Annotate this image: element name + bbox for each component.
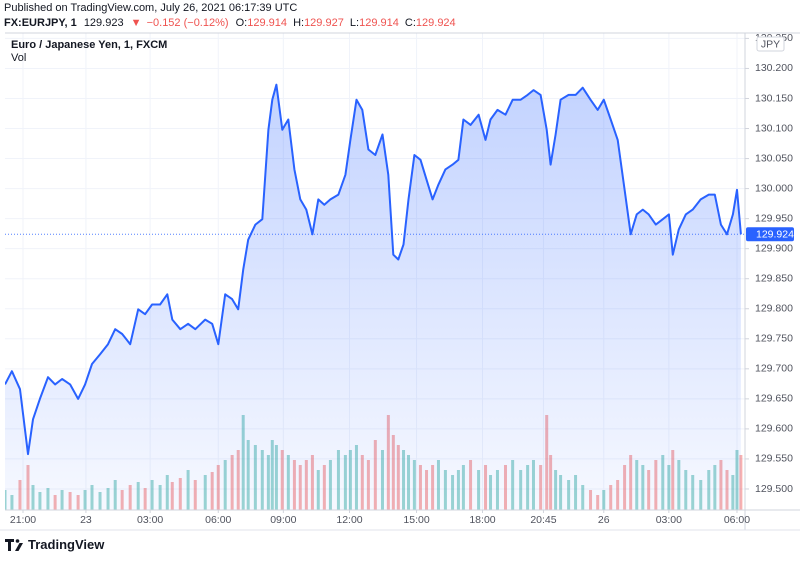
open-value: 129.914	[247, 17, 287, 29]
brand: TradingView	[28, 537, 105, 552]
y-tick-label: 130.000	[755, 182, 793, 194]
y-tick-label: 129.850	[755, 272, 793, 284]
price-line	[5, 83, 742, 456]
y-tick-label: 129.700	[755, 363, 793, 375]
axes: 129.500 129.550 129.600 129.650 129.700 129.7…	[5, 32, 794, 526]
x-tick-label: 09:00	[270, 514, 296, 526]
y-tick-label: 130.200	[755, 62, 793, 74]
change-arrow: ▼	[131, 17, 142, 29]
y-tick-label: 130.100	[755, 122, 793, 134]
last-price-label: 129.924	[756, 229, 794, 241]
last-price: 129.923	[84, 17, 124, 29]
price-pane	[5, 83, 742, 510]
y-tick-label: 129.950	[755, 212, 793, 224]
x-tick-label: 18:00	[469, 514, 495, 526]
y-tick-label: 129.900	[755, 242, 793, 254]
low-value: 129.914	[359, 17, 399, 29]
symbol-line: FX:EURJPY, 1 129.923 ▼ −0.152 (−0.12%) O…	[4, 17, 456, 29]
currency-box	[756, 36, 785, 52]
x-tick-label: 15:00	[403, 514, 429, 526]
change: −0.152 (−0.12%)	[147, 17, 229, 29]
x-tick-label: 20:45	[530, 514, 556, 526]
currency: JPY	[761, 38, 780, 50]
x-tick-label: 23	[80, 514, 92, 526]
low-label: L:	[350, 17, 359, 29]
chart-title: Euro / Japanese Yen, 1, FXCM	[11, 39, 167, 51]
y-tick-label: 129.650	[755, 393, 793, 405]
price-area	[5, 84, 741, 510]
published-note: Published on TradingView.com, July 26, 2…	[4, 2, 297, 14]
high-label: H:	[293, 17, 304, 29]
x-tick-label: 21:00	[10, 514, 36, 526]
x-tick-label: 03:00	[656, 514, 682, 526]
y-tick-label: 129.750	[755, 333, 793, 345]
y-tick-label: 129.500	[755, 483, 793, 495]
last-price-box	[746, 227, 794, 242]
y-tick-label: 129.800	[755, 303, 793, 315]
x-tick-label: 06:00	[205, 514, 231, 526]
y-tick-label: 130.150	[755, 92, 793, 104]
high-value: 129.927	[304, 17, 344, 29]
brand-logo	[5, 539, 23, 551]
open-label: O:	[236, 17, 248, 29]
volume-legend: Vol	[11, 52, 26, 64]
close-label: C:	[405, 17, 416, 29]
close-value: 129.924	[416, 17, 456, 29]
y-tick-label: 129.600	[755, 423, 793, 435]
symbol: FX:EURJPY, 1	[4, 17, 77, 29]
x-tick-label: 03:00	[137, 514, 163, 526]
x-tick-label: 26	[598, 514, 610, 526]
x-tick-label: 12:00	[336, 514, 362, 526]
x-tick-label: 06:00	[724, 514, 750, 526]
y-tick-label: 130.050	[755, 152, 793, 164]
y-tick-label: 129.550	[755, 453, 793, 465]
